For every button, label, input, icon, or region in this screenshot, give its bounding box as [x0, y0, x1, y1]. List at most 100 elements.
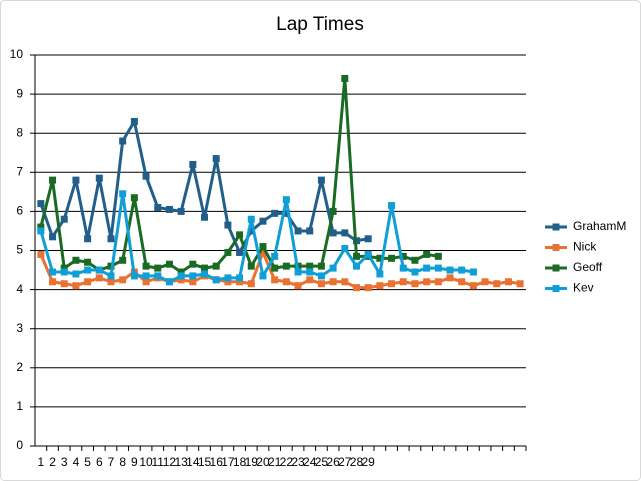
marker: [119, 256, 127, 264]
marker: [72, 256, 80, 264]
y-tick-label: 3: [16, 321, 23, 335]
marker: [259, 243, 267, 251]
x-tick-label: 10: [139, 455, 153, 469]
marker: [224, 248, 232, 256]
x-tick-label: 17: [221, 455, 235, 469]
marker: [376, 282, 384, 290]
marker: [154, 272, 162, 280]
marker: [142, 262, 150, 270]
marker: [341, 229, 349, 237]
x-tick-label: 29: [361, 455, 375, 469]
marker: [95, 274, 103, 282]
marker: [458, 266, 466, 274]
marker: [212, 262, 220, 270]
marker: [411, 280, 419, 288]
y-tick-label: 7: [16, 164, 23, 178]
marker: [72, 282, 80, 290]
legend-marker: [552, 264, 560, 272]
legend-marker: [552, 223, 560, 231]
marker: [388, 202, 396, 210]
marker: [37, 250, 45, 258]
marker: [201, 270, 209, 278]
marker: [247, 280, 255, 288]
marker: [294, 268, 302, 276]
marker: [247, 262, 255, 270]
marker: [423, 278, 431, 286]
x-tick-label: 12: [163, 455, 177, 469]
marker: [294, 227, 302, 235]
marker: [446, 274, 454, 282]
marker: [399, 252, 407, 260]
marker: [434, 278, 442, 286]
marker: [212, 276, 220, 284]
y-tick-label: 1: [16, 399, 23, 413]
marker: [49, 176, 57, 184]
y-tick-label: 9: [16, 86, 23, 100]
marker: [154, 203, 162, 211]
marker: [49, 268, 57, 276]
marker: [247, 227, 255, 235]
marker: [446, 266, 454, 274]
x-tick-label: 20: [256, 455, 270, 469]
series-line: [39, 192, 474, 284]
marker: [282, 278, 290, 286]
marker: [399, 264, 407, 272]
marker: [282, 196, 290, 204]
marker: [317, 262, 325, 270]
x-tick-label: 3: [61, 455, 68, 469]
marker: [306, 268, 314, 276]
marker: [84, 278, 92, 286]
marker: [130, 194, 138, 202]
marker: [95, 174, 103, 182]
x-tick-label: 16: [210, 455, 224, 469]
marker: [329, 207, 337, 215]
marker: [364, 284, 372, 292]
marker: [60, 268, 68, 276]
marker: [317, 280, 325, 288]
x-tick-label: 18: [233, 455, 247, 469]
x-tick-label: 13: [174, 455, 188, 469]
marker: [84, 266, 92, 274]
marker: [95, 266, 103, 274]
x-tick-label: 6: [96, 455, 103, 469]
marker: [60, 280, 68, 288]
marker: [119, 137, 127, 145]
x-tick-label: 9: [131, 455, 138, 469]
marker: [224, 221, 232, 229]
marker: [516, 280, 524, 288]
x-tick-label: 27: [338, 455, 352, 469]
y-tick-label: 4: [16, 282, 23, 296]
marker: [469, 268, 477, 276]
x-tick-label: 19: [245, 455, 259, 469]
marker: [352, 252, 360, 260]
marker: [329, 264, 337, 272]
x-tick-label: 23: [291, 455, 305, 469]
marker: [376, 254, 384, 262]
chart-title: Lap Times: [276, 14, 364, 35]
marker: [364, 250, 372, 258]
marker: [130, 272, 138, 280]
marker: [271, 264, 279, 272]
marker: [469, 282, 477, 290]
marker: [341, 245, 349, 253]
y-tick-label: 5: [16, 243, 23, 257]
marker: [201, 264, 209, 272]
marker: [154, 264, 162, 272]
x-tick-label: 28: [350, 455, 364, 469]
x-tick-label: 21: [268, 455, 282, 469]
x-tick-label: 11: [152, 455, 165, 469]
marker: [341, 278, 349, 286]
legend-label: Nick: [573, 240, 597, 254]
marker: [84, 235, 92, 243]
marker: [72, 176, 80, 184]
legend-marker: [552, 285, 560, 292]
marker: [177, 276, 185, 284]
marker: [259, 217, 267, 225]
marker: [364, 235, 372, 243]
marker: [247, 215, 255, 223]
marker: [142, 272, 150, 280]
marker: [107, 235, 115, 243]
marker: [259, 272, 267, 280]
